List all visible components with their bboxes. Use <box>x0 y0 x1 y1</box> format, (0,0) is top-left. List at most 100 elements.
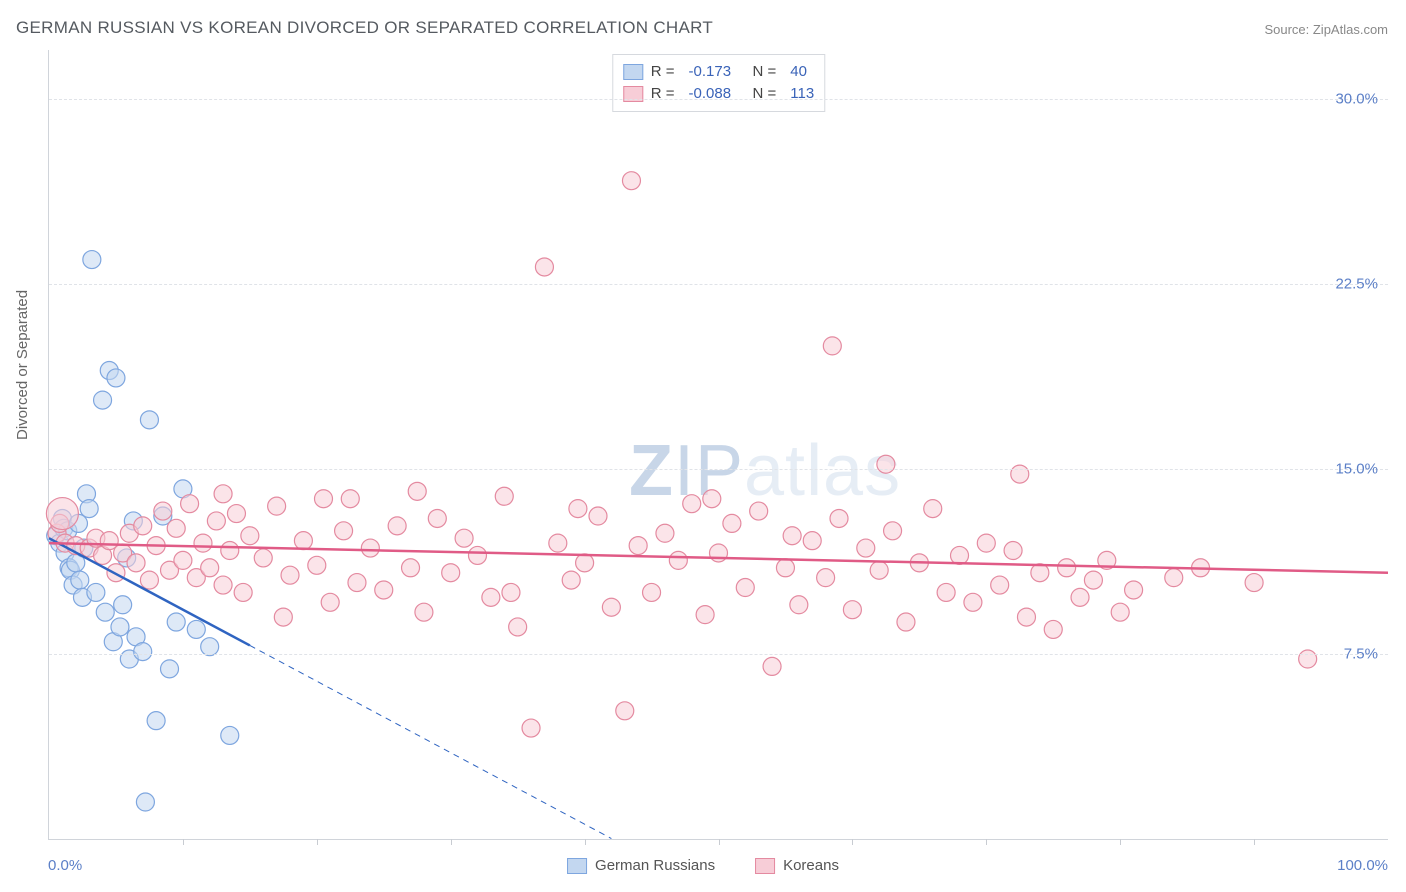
data-point <box>1004 542 1022 560</box>
data-point <box>408 482 426 500</box>
data-point <box>167 519 185 537</box>
data-point <box>361 539 379 557</box>
data-point <box>495 487 513 505</box>
data-point <box>46 498 78 530</box>
data-point <box>817 569 835 587</box>
data-point <box>134 517 152 535</box>
data-point <box>341 490 359 508</box>
data-point <box>843 601 861 619</box>
data-point <box>589 507 607 525</box>
gridline <box>49 284 1388 285</box>
data-point <box>174 551 192 569</box>
data-point <box>683 495 701 513</box>
data-point <box>884 522 902 540</box>
y-axis-label: Divorced or Separated <box>14 290 31 440</box>
data-point <box>161 660 179 678</box>
legend-n-label: N = <box>753 61 777 83</box>
data-point <box>455 529 473 547</box>
legend-label: Koreans <box>783 857 839 874</box>
data-point <box>870 561 888 579</box>
data-point <box>656 524 674 542</box>
data-point <box>221 726 239 744</box>
x-tick-mark <box>719 839 720 845</box>
data-point <box>991 576 1009 594</box>
data-point <box>94 391 112 409</box>
legend-correlation: R =-0.173N =40R =-0.088N =113 <box>612 54 825 112</box>
gridline <box>49 99 1388 100</box>
legend-item: German Russians <box>567 857 715 874</box>
legend-r-value: -0.173 <box>689 61 745 83</box>
data-point <box>877 455 895 473</box>
data-point <box>736 579 754 597</box>
data-point <box>187 620 205 638</box>
x-tick-mark <box>451 839 452 845</box>
data-point <box>134 643 152 661</box>
data-point <box>937 583 955 601</box>
trend-line-dashed <box>250 645 612 838</box>
data-point <box>790 596 808 614</box>
data-point <box>602 598 620 616</box>
data-point <box>897 613 915 631</box>
legend-item: Koreans <box>755 857 839 874</box>
data-point <box>281 566 299 584</box>
data-point <box>375 581 393 599</box>
data-point <box>147 712 165 730</box>
x-tick-mark <box>986 839 987 845</box>
x-tick-0: 0.0% <box>48 857 82 874</box>
data-point <box>569 500 587 518</box>
legend-swatch <box>567 858 587 874</box>
y-tick-label: 22.5% <box>1335 276 1378 293</box>
data-point <box>96 603 114 621</box>
data-point <box>254 549 272 567</box>
data-point <box>227 505 245 523</box>
x-tick-mark <box>1120 839 1121 845</box>
legend-row: R =-0.173N =40 <box>623 61 814 83</box>
data-point <box>442 564 460 582</box>
data-point <box>201 638 219 656</box>
data-point <box>1165 569 1183 587</box>
data-point <box>1011 465 1029 483</box>
data-point <box>830 509 848 527</box>
data-point <box>348 574 366 592</box>
data-point <box>723 514 741 532</box>
x-tick-mark <box>585 839 586 845</box>
data-point <box>562 571 580 589</box>
data-point <box>80 500 98 518</box>
x-tick-mark <box>183 839 184 845</box>
y-tick-label: 7.5% <box>1344 646 1378 663</box>
data-point <box>622 172 640 190</box>
data-point <box>194 534 212 552</box>
data-point <box>214 576 232 594</box>
y-tick-label: 30.0% <box>1335 91 1378 108</box>
x-tick-100: 100.0% <box>1337 857 1388 874</box>
scatter-svg <box>49 50 1388 839</box>
data-point <box>549 534 567 552</box>
data-point <box>111 618 129 636</box>
data-point <box>1299 650 1317 668</box>
data-point <box>783 527 801 545</box>
legend-n-value: 40 <box>790 61 807 83</box>
data-point <box>181 495 199 513</box>
plot-area: ZIPatlas R =-0.173N =40R =-0.088N =113 7… <box>48 50 1388 840</box>
data-point <box>321 593 339 611</box>
x-tick-mark <box>1254 839 1255 845</box>
data-point <box>535 258 553 276</box>
data-point <box>71 571 89 589</box>
data-point <box>1071 588 1089 606</box>
data-point <box>1044 620 1062 638</box>
data-point <box>750 502 768 520</box>
data-point <box>1245 574 1263 592</box>
data-point <box>154 502 172 520</box>
x-tick-mark <box>852 839 853 845</box>
data-point <box>924 500 942 518</box>
data-point <box>402 559 420 577</box>
data-point <box>1058 559 1076 577</box>
legend-series: German Russians Koreans <box>567 857 839 874</box>
data-point <box>140 571 158 589</box>
data-point <box>1125 581 1143 599</box>
data-point <box>268 497 286 515</box>
data-point <box>696 606 714 624</box>
data-point <box>576 554 594 572</box>
data-point <box>763 657 781 675</box>
data-point <box>951 546 969 564</box>
